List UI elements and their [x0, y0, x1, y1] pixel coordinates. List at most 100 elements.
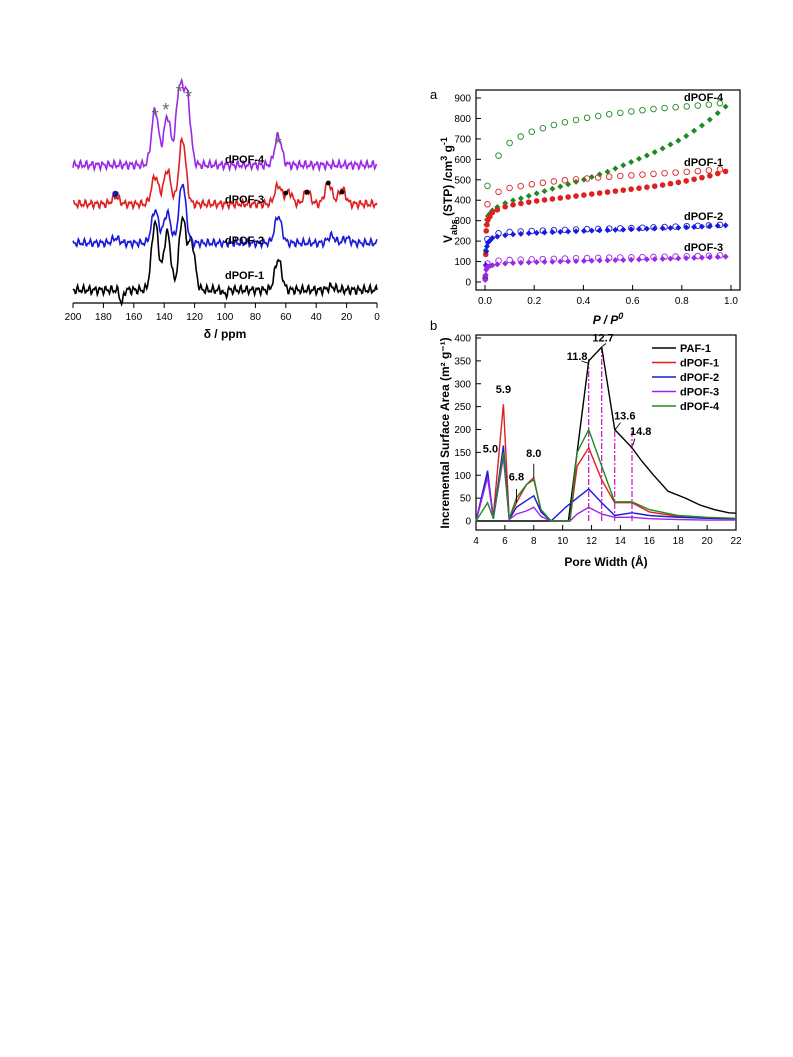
panel-a-adsorption-point-dpof-3 — [722, 253, 729, 260]
panel-a-adsorption-point-dpof-3 — [683, 255, 690, 262]
panel-a-adsorption-point-dpof-1 — [484, 221, 490, 228]
panel-a-desorption-point-dpof-4 — [528, 128, 535, 135]
nmr-series-dpof-4 — [72, 77, 378, 173]
panel-a-y-tick-label: 500 — [454, 175, 471, 186]
nmr-star-marker: * — [176, 82, 183, 102]
panel-a-adsorption-point-dpof-4 — [683, 132, 690, 139]
panel-a-adsorption-point-dpof-4 — [612, 165, 619, 172]
panel-a-y-tick-label: 200 — [454, 237, 471, 248]
panel-a-y-tick-label: 600 — [454, 155, 471, 166]
panel-a-desorption-point-dpof-4 — [594, 112, 602, 120]
panel-a-desorption-point-dpof-1 — [716, 166, 724, 173]
panel-a-desorption-point-dpof-4 — [628, 108, 635, 115]
panel-a-desorption-point-dpof-2 — [550, 226, 558, 234]
panel-a-adsorption-point-dpof-4 — [557, 183, 564, 190]
panel-a-desorption-point-dpof-4 — [583, 114, 591, 122]
panel-a-desorption-point-dpof-2 — [683, 222, 690, 230]
panel-b-legend-label-dpof-3: dPOF-3 — [680, 387, 719, 399]
panel-a-desorption-point-dpof-4 — [661, 104, 668, 112]
panel-a-desorption-point-dpof-2 — [672, 223, 679, 230]
panel-a-adsorption-point-dpof-1 — [675, 179, 682, 186]
panel-a-adsorption-point-dpof-2 — [691, 224, 698, 231]
panel-a-adsorption-point-dpof-4 — [706, 116, 713, 123]
isotherm-panel-a: 0.0 0.2 0.4 0.6 0.8 1.0 0 100 200 300 400 500 600 700… — [430, 87, 741, 327]
panel-b-series-dpof-3 — [475, 456, 736, 522]
panel-a-y-axis-label: Vabs (STP) /cm3 g-1 — [439, 137, 459, 243]
panel-a-adsorption-point-dpof-3 — [557, 258, 564, 265]
panel-a-adsorption-point-dpof-4 — [651, 149, 658, 156]
panel-b-legend-label-dpof-4: dPOF-4 — [680, 401, 720, 413]
panel-a-adsorption-point-dpof-2 — [525, 230, 532, 237]
panel-a-adsorption-point-dpof-2 — [722, 222, 729, 229]
panel-b-annotation-8-0: 8.0 — [526, 448, 541, 460]
panel-a-desorption-point-dpof-4 — [561, 119, 569, 126]
panel-a-desorption-point-dpof-2 — [484, 235, 491, 243]
panel-a-adsorption-point-dpof-4 — [643, 152, 650, 159]
panel-b-y-tick-label: 350 — [454, 356, 471, 367]
panel-b-y-tick-label: 200 — [454, 425, 471, 436]
nmr-dot-marker — [339, 189, 345, 195]
panel-a-desorption-point-dpof-1 — [528, 181, 535, 188]
nmr-x-axis-label: δ / ppm — [204, 327, 247, 341]
panel-a-desorption-point-dpof-2 — [572, 226, 580, 233]
panel-a-adsorption-point-dpof-4 — [628, 158, 635, 165]
panel-a-y-label-part: abs — [449, 219, 459, 235]
panel-a-desorption-point-dpof-2 — [561, 226, 569, 234]
nmr-series-label-dpof-1: dPOF-1 — [225, 270, 264, 282]
panel-a-adsorption-point-dpof-4 — [620, 162, 627, 169]
panel-a-desorption-point-dpof-4 — [716, 99, 724, 107]
panel-a-series-label-dpof-4: dPOF-4 — [684, 92, 724, 104]
panel-a-x-tick-label: 0.0 — [478, 296, 492, 307]
panel-b-annotation-13-6: 13.6 — [614, 410, 635, 422]
panel-a-adsorption-point-dpof-3 — [510, 260, 517, 267]
panel-b-legend-label-dpof-1: dPOF-1 — [680, 358, 719, 370]
panel-a-y-tick-label: 800 — [454, 114, 471, 125]
panel-a-adsorption-point-dpof-1 — [667, 180, 674, 187]
panel-a-adsorption-point-dpof-3 — [691, 254, 698, 261]
panel-b-annotation-6-8: 6.8 — [509, 472, 524, 484]
nmr-x-tick-label: 100 — [217, 312, 234, 323]
panel-a-desorption-point-dpof-3 — [528, 256, 535, 263]
panel-a-x-label-part: / — [600, 313, 610, 327]
panel-a-adsorption-point-dpof-4 — [722, 103, 729, 110]
panel-b-annotation-arrow — [581, 360, 589, 364]
panel-a-desorption-point-dpof-4 — [672, 104, 679, 111]
panel-a-adsorption-point-dpof-1 — [489, 209, 496, 216]
nmr-x-tick-label: 60 — [280, 312, 292, 323]
panel-a-desorption-point-dpof-4 — [694, 102, 702, 109]
panel-b-x-tick-label: 20 — [702, 536, 714, 547]
panel-a-adsorption-point-dpof-2 — [510, 231, 517, 238]
panel-a-adsorption-point-dpof-3 — [667, 255, 674, 262]
panel-a-desorption-point-dpof-2 — [583, 225, 591, 233]
panel-a-adsorption-point-dpof-2 — [651, 225, 658, 232]
panel-b-x-axis-label: Pore Width (Å) — [564, 554, 647, 569]
panel-a-adsorption-point-dpof-1 — [487, 213, 493, 220]
panel-a-desorption-point-dpof-4 — [605, 110, 613, 118]
nmr-star-marker: * — [275, 134, 282, 154]
panel-a-desorption-point-dpof-1 — [650, 170, 657, 178]
panel-b-series-paf-1 — [476, 345, 737, 522]
panel-a-desorption-point-dpof-2 — [495, 230, 502, 237]
panel-a-adsorption-point-dpof-1 — [573, 193, 579, 199]
panel-a-desorption-point-dpof-1 — [628, 172, 635, 179]
panel-a-adsorption-point-dpof-4 — [714, 110, 721, 117]
panel-a-adsorption-point-dpof-3 — [612, 257, 619, 264]
panel-a-adsorption-point-dpof-1 — [612, 188, 619, 194]
panel-a-desorption-point-dpof-2 — [705, 222, 713, 229]
nmr-series-dpof-2 — [72, 183, 378, 251]
panel-b-y-tick-label: 100 — [454, 471, 471, 482]
panel-a-desorption-point-dpof-2 — [517, 228, 524, 235]
panel-a-desorption-point-dpof-1 — [694, 167, 702, 175]
panel-b-x-tick-label: 4 — [473, 536, 479, 547]
panel-a-desorption-point-dpof-2 — [506, 228, 513, 236]
panel-a-y-label-part: 3 — [439, 156, 449, 161]
panel-a-y-tick-label: 700 — [454, 134, 471, 145]
panel-b-annotation-arrow — [602, 343, 607, 347]
panel-a-adsorption-point-dpof-1 — [541, 197, 548, 203]
panel-a-adsorption-point-dpof-3 — [580, 257, 587, 264]
panel-a-x-tick-label: 0.4 — [576, 296, 590, 307]
panel-b-series-dpof-4 — [475, 427, 737, 522]
panel-a-adsorption-point-dpof-2 — [573, 228, 580, 235]
panel-a-desorption-point-dpof-4 — [539, 124, 547, 132]
